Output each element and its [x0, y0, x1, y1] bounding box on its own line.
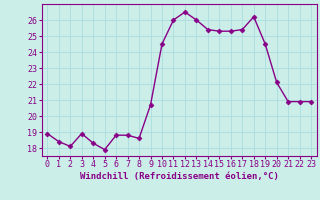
X-axis label: Windchill (Refroidissement éolien,°C): Windchill (Refroidissement éolien,°C) [80, 172, 279, 181]
